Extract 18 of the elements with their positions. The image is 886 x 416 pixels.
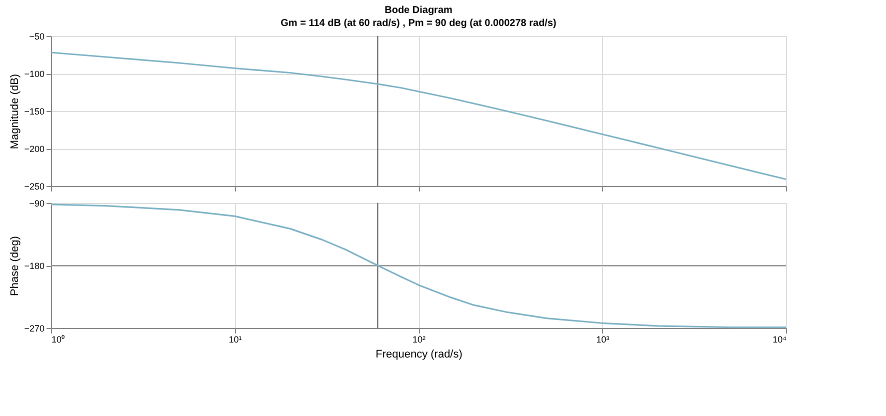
x-tick-label: 10¹: [228, 334, 242, 344]
y-tick-label: −270: [24, 324, 44, 334]
y-tick-label: −150: [24, 106, 44, 116]
y-tick-label: −90: [29, 198, 44, 208]
y-tick-label: −180: [24, 261, 44, 271]
y-tick-label: −50: [29, 32, 44, 42]
y-axis-title: Magnitude (dB): [9, 74, 22, 150]
x-axis-title: Frequency (rad/s): [376, 348, 462, 360]
y-tick-label: −200: [24, 144, 44, 154]
y-tick-label: −100: [24, 69, 44, 79]
y-axis-title: Phase (deg): [9, 236, 22, 296]
x-tick-label: 10³: [596, 334, 610, 344]
x-tick-label: 10⁰: [52, 334, 65, 344]
chart-subtitle: Gm = 114 dB (at 60 rad/s) , Pm = 90 deg (at 0.000278 rad/s): [280, 18, 556, 29]
chart-title: Bode Diagram: [384, 5, 453, 16]
y-tick-label: −250: [24, 182, 44, 192]
x-tick-label: 10²: [412, 334, 426, 344]
x-tick-label: 10⁴: [772, 334, 787, 344]
